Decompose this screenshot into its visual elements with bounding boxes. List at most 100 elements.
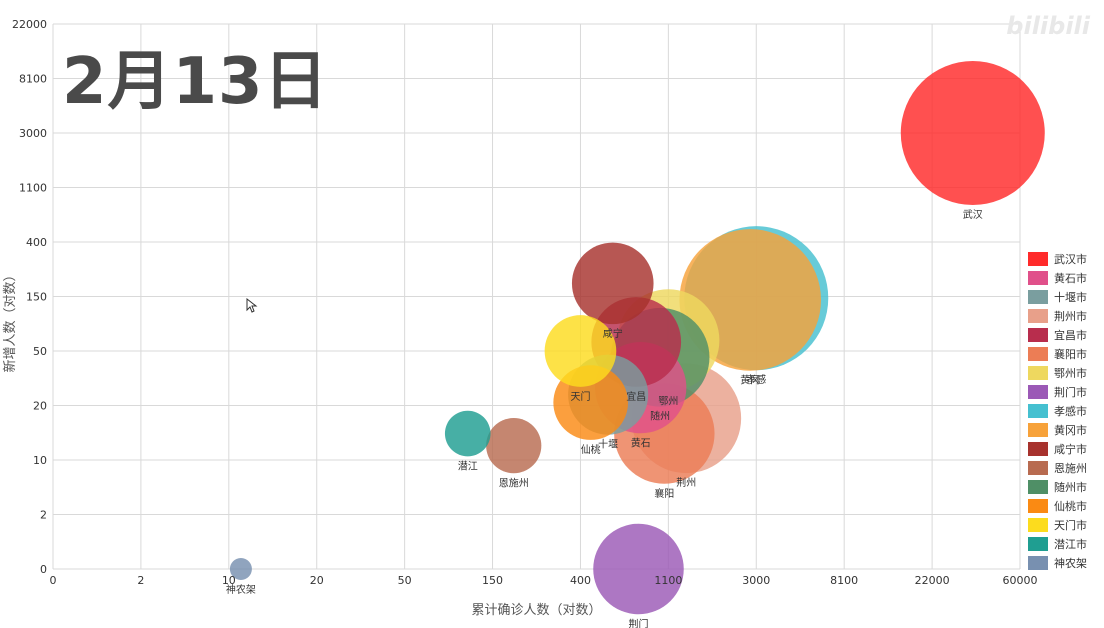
legend-item: 潜江市 (1028, 534, 1087, 553)
bubble-label: 鄂州 (658, 395, 678, 407)
legend-label: 仙桃市 (1054, 499, 1087, 513)
bubble-label: 武汉 (963, 208, 983, 221)
y-tick-label: 22000 (12, 18, 47, 31)
y-tick-label: 2 (40, 509, 47, 522)
legend-swatch (1028, 517, 1048, 532)
bubble-label: 荆州 (676, 476, 696, 489)
legend-item: 咸宁市 (1028, 439, 1087, 458)
bubble-label: 仙桃 (581, 443, 601, 456)
legend-item: 十堰市 (1028, 287, 1087, 306)
legend-swatch (1028, 384, 1048, 399)
legend-swatch (1028, 365, 1048, 380)
bilibili-watermark: bilibili (1006, 12, 1090, 40)
y-tick-label: 10 (33, 454, 47, 467)
legend-swatch (1028, 289, 1048, 304)
x-tick-label: 60000 (1003, 574, 1038, 587)
legend-label: 黄石市 (1054, 271, 1087, 285)
legend-item: 黄冈市 (1028, 420, 1087, 439)
bubble-label: 荆门 (628, 617, 648, 628)
x-axis-title: 累计确诊人数（对数） (471, 603, 601, 618)
bubble-label: 宜昌 (626, 390, 646, 403)
legend-swatch (1028, 422, 1048, 437)
bubble-武汉 (900, 61, 1045, 205)
legend-swatch (1028, 441, 1048, 456)
legend-item: 荆州市 (1028, 306, 1087, 325)
x-tick-label: 10 (222, 574, 236, 587)
date-label: 2月13日 (62, 45, 329, 119)
bubble-神农架 (229, 558, 252, 580)
x-tick-label: 150 (482, 574, 503, 587)
y-tick-label: 400 (26, 236, 47, 249)
bubble-label: 孝感 (746, 373, 766, 386)
bubble-label: 随州 (650, 410, 670, 423)
legend-label: 黄冈市 (1054, 423, 1087, 437)
x-tick-label: 1100 (654, 574, 682, 587)
legend-swatch (1028, 346, 1048, 361)
x-tick-label: 8100 (830, 574, 858, 587)
mouse-cursor-icon (246, 298, 258, 313)
bubble-潜江 (444, 410, 491, 457)
bubble-咸宁 (571, 242, 654, 325)
legend-label: 咸宁市 (1054, 442, 1087, 456)
y-axis-title: 新增人数（对数） (2, 268, 18, 372)
legend-item: 襄阳市 (1028, 344, 1087, 363)
legend-label: 荆州市 (1054, 309, 1087, 323)
bubble-label: 潜江 (458, 459, 478, 472)
legend: 武汉市黄石市十堰市荆州市宜昌市襄阳市鄂州市荆门市孝感市黄冈市咸宁市恩施州随州市仙… (1028, 249, 1087, 572)
legend-label: 恩施州 (1054, 461, 1087, 475)
legend-swatch (1028, 327, 1048, 342)
legend-label: 孝感市 (1054, 404, 1087, 418)
legend-label: 襄阳市 (1054, 347, 1087, 361)
y-tick-label: 3000 (19, 127, 47, 140)
y-tick-label: 8100 (19, 73, 47, 86)
legend-label: 随州市 (1054, 480, 1087, 494)
bubble-荆门 (593, 523, 684, 615)
y-tick-label: 150 (26, 291, 47, 304)
bubble-layer (229, 61, 1045, 615)
bubble-label: 咸宁 (603, 327, 623, 340)
legend-label: 十堰市 (1054, 290, 1087, 304)
bubble-天门 (544, 315, 617, 387)
legend-item: 仙桃市 (1028, 496, 1087, 515)
legend-item: 天门市 (1028, 515, 1087, 534)
bubble-label: 襄阳 (654, 487, 674, 500)
legend-item: 随州市 (1028, 477, 1087, 496)
legend-swatch (1028, 460, 1048, 475)
legend-label: 宜昌市 (1054, 328, 1087, 342)
legend-item: 宜昌市 (1028, 325, 1087, 344)
x-tick-label: 3000 (742, 574, 770, 587)
bubble-label: 神农架 (226, 583, 256, 596)
legend-item: 孝感市 (1028, 401, 1087, 420)
legend-swatch (1028, 479, 1048, 494)
x-tick-label: 20 (310, 574, 324, 587)
legend-item: 恩施州 (1028, 458, 1087, 477)
legend-swatch (1028, 270, 1048, 285)
legend-item: 黄石市 (1028, 268, 1087, 287)
legend-swatch (1028, 308, 1048, 323)
bubble-恩施州 (486, 418, 542, 474)
bubble-label: 恩施州 (499, 476, 529, 489)
x-tick-label: 22000 (915, 574, 950, 587)
y-tick-label: 1100 (19, 182, 47, 195)
legend-label: 天门市 (1054, 518, 1087, 532)
legend-label: 荆门市 (1054, 385, 1087, 399)
legend-swatch (1028, 251, 1048, 266)
legend-label: 潜江市 (1054, 537, 1087, 551)
legend-item: 荆门市 (1028, 382, 1087, 401)
bubble-label: 黄石 (631, 436, 651, 449)
x-tick-label: 400 (570, 574, 591, 587)
tick-label-layer: 0 2 10 20 50 150 400 1100 3000 8100 22000 60000 0 2 10… (12, 18, 1038, 587)
x-tick-label: 0 (50, 574, 57, 587)
legend-label: 鄂州市 (1054, 366, 1087, 380)
legend-swatch (1028, 403, 1048, 418)
legend-swatch (1028, 555, 1048, 570)
bubble-label: 十堰 (598, 438, 618, 451)
y-tick-label: 0 (40, 563, 47, 576)
y-tick-label: 20 (33, 400, 47, 413)
legend-item: 武汉市 (1028, 249, 1087, 268)
bubble-label: 黄冈 (740, 374, 760, 387)
legend-swatch (1028, 498, 1048, 513)
legend-label: 武汉市 (1054, 252, 1087, 266)
legend-item: 神农架 (1028, 553, 1087, 572)
